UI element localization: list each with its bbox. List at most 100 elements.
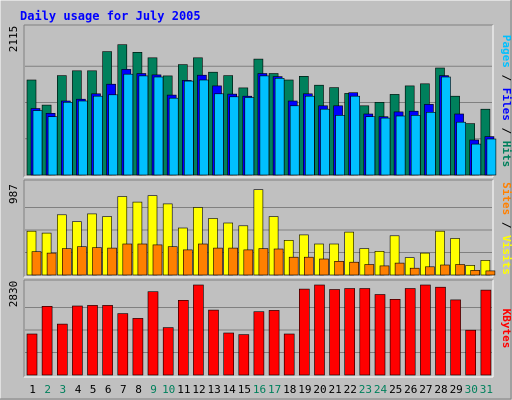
bar-kbytes-day-4 [72, 305, 83, 376]
bar-sites-day-1 [31, 251, 42, 276]
bar-pages-day-18 [289, 105, 300, 176]
bar-kbytes-day-11 [178, 299, 189, 376]
bar-visits-day-8 [132, 201, 143, 276]
bar-pages-day-24 [380, 117, 391, 176]
bar-kbytes-day-7 [117, 313, 129, 376]
y-max-label: 2115 [7, 26, 20, 53]
bar-visits-day-19 [298, 234, 309, 276]
x-tick-label: 7 [120, 383, 127, 396]
bar-kbytes-day-17 [268, 310, 280, 376]
bar-visits-day-23 [359, 248, 370, 276]
bar-sites-day-6 [107, 247, 117, 276]
x-tick-label: 24 [374, 383, 388, 396]
series-label-visits: Visits [500, 235, 512, 275]
bar-kbytes-day-25 [389, 298, 401, 376]
y-max-label: 2830 [7, 281, 20, 308]
bar-sites-day-12 [198, 243, 208, 276]
bar-visits-day-12 [193, 207, 203, 276]
series-label-pages: Pages [500, 35, 512, 68]
bar-pages-day-31 [486, 138, 497, 176]
bar-sites-day-30 [470, 270, 481, 276]
bar-kbytes-day-23 [359, 288, 371, 376]
bar-visits-day-29 [450, 238, 460, 276]
bar-sites-day-18 [288, 256, 299, 276]
bar-kbytes-day-3 [56, 323, 68, 376]
x-tick-label: 29 [450, 383, 463, 396]
x-tick-label: 4 [75, 383, 82, 396]
y-max-label: 987 [7, 184, 20, 204]
bar-pages-day-11 [184, 80, 194, 176]
bar-sites-day-26 [409, 267, 420, 276]
chart-title: Daily usage for July 2005 [20, 9, 201, 23]
bar-visits-day-26 [404, 257, 415, 276]
x-tick-label: 5 [90, 383, 97, 396]
bar-kbytes-day-19 [298, 288, 310, 376]
bar-pages-day-23 [365, 116, 376, 176]
bar-visits-day-5 [87, 213, 97, 276]
bar-sites-day-7 [122, 243, 133, 276]
series-label-hits: Hits [500, 141, 512, 168]
bar-visits-day-7 [117, 196, 128, 276]
bar-sites-day-10 [167, 246, 178, 276]
x-tick-label: 19 [298, 383, 311, 396]
bar-kbytes-day-26 [404, 288, 416, 376]
x-tick-label: 15 [238, 383, 251, 396]
bar-pages-day-29 [456, 121, 466, 176]
bar-pages-day-2 [47, 116, 58, 176]
x-tick-label: 27 [419, 383, 432, 396]
x-tick-label: 14 [223, 383, 237, 396]
bar-kbytes-day-13 [208, 309, 219, 376]
x-tick-label: 28 [434, 383, 447, 396]
chart-panels: 2115 Pages / Files / Hits 987 Sites / Visit… [7, 24, 512, 378]
series-label-separator: / [500, 121, 512, 141]
bar-pages-day-6 [108, 94, 118, 176]
series-axis-label: Pages / Files / Hits [500, 35, 512, 168]
x-tick-label: 16 [253, 383, 266, 396]
bar-kbytes-day-24 [374, 294, 386, 376]
bar-sites-day-21 [334, 260, 344, 276]
x-axis-tick-labels: 1 2 3 4 5 6 7 8 9 10 11 12 13 14 15 16 17 18 19 20 21 22 23 24 2… [29, 383, 493, 396]
bar-sites-day-5 [92, 247, 102, 276]
bar-sites-day-14 [228, 247, 238, 276]
bar-visits-day-3 [56, 214, 67, 276]
bar-sites-day-2 [46, 252, 57, 276]
bar-sites-day-31 [485, 270, 496, 276]
bar-kbytes-day-28 [435, 286, 446, 376]
bar-kbytes-day-10 [162, 327, 174, 376]
x-tick-label: 1 [29, 383, 36, 396]
bar-visits-day-31 [480, 260, 491, 276]
bar-pages-day-27 [426, 112, 436, 176]
x-tick-label: 20 [313, 383, 326, 396]
x-tick-label: 30 [465, 383, 478, 396]
x-tick-label: 3 [59, 383, 66, 396]
bar-visits-day-27 [420, 252, 430, 276]
bar-sites-day-4 [77, 246, 87, 276]
bar-sites-day-29 [455, 264, 465, 276]
bar-visits-day-24 [374, 251, 385, 276]
bar-visits-day-9 [147, 195, 158, 276]
bar-kbytes-day-20 [314, 284, 325, 376]
bar-kbytes-day-27 [420, 284, 431, 376]
panel-1: 2115 Pages / Files / Hits [7, 24, 512, 178]
bar-pages-day-10 [168, 97, 179, 176]
bar-sites-day-20 [319, 258, 329, 276]
bar-kbytes-day-6 [102, 305, 113, 376]
bar-kbytes-day-29 [450, 299, 461, 376]
x-tick-label: 12 [192, 383, 205, 396]
x-tick-label: 26 [404, 383, 417, 396]
bar-sites-day-24 [379, 265, 390, 276]
bar-pages-day-20 [320, 108, 330, 176]
x-tick-label: 17 [268, 383, 281, 396]
series-axis-label: Sites / Visits [500, 182, 512, 275]
x-tick-label: 13 [207, 383, 220, 396]
bar-kbytes-day-9 [147, 291, 159, 376]
x-tick-label: 25 [389, 383, 402, 396]
bar-pages-day-3 [62, 102, 73, 176]
bar-pages-day-17 [274, 78, 285, 176]
bar-visits-day-13 [208, 218, 218, 276]
bar-pages-day-14 [229, 96, 239, 176]
bar-pages-day-22 [350, 95, 361, 176]
x-tick-label: 18 [283, 383, 296, 396]
x-tick-label: 2 [44, 383, 51, 396]
